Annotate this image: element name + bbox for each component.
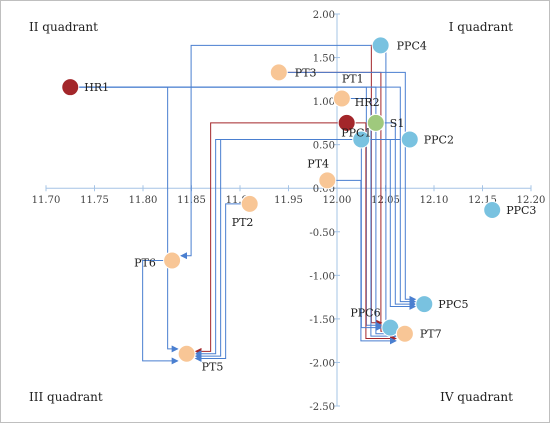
arrow-ppc2-to-ppc5 [389,138,417,310]
x-tick-label: 11.95 [274,195,303,206]
arrow-ppc4-to-pt7 [380,44,397,333]
point-label-ppc6: PPC6 [350,307,380,320]
y-tick-label: -2.50 [309,402,335,413]
axes-layer: 11.70 11.75 11.80 11.85 11.90 11.95 12.00 12.05… [32,10,546,413]
point-ppc3 [483,201,502,219]
quadrant-label-II: II quadrant [29,20,98,34]
point-ppc4 [371,36,390,55]
point-ppc2 [400,130,419,149]
arrow-hr2-to-pt5 [194,122,347,355]
point-ppc5 [415,295,434,314]
point-label-ppc2: PPC2 [424,133,454,146]
quadrant-label-IV: IV quadrant [440,390,513,404]
point-label-ppc5: PPC5 [438,298,468,311]
arrow-ppc2-to-pt5 [194,138,410,360]
point-label-pt5: PT5 [202,361,224,374]
point-label-s1: S1 [390,117,405,130]
x-tick-label: 11.70 [32,195,61,206]
arrow-hr1-to-ppc5 [70,86,417,306]
x-tick-label: 12.10 [420,195,449,206]
point-pt1 [332,89,351,108]
point-s1 [366,113,385,132]
arrow-pt6-to-pt5 [142,260,179,365]
point-label-pt7: PT7 [420,328,442,341]
arrow-ppc4-to-pt6 [180,44,381,260]
labels-layer: PPC4 PT3 HR1 PT1 HR2 S1 PPC1 PPC2 PT4 PT2 PPC3 PT6 P… [84,39,536,373]
points-layer [61,36,502,363]
y-tick-label: 1.00 [313,97,335,108]
point-label-pt1: PT1 [342,72,364,85]
point-pt3 [269,63,288,82]
x-tick-label: 11.75 [80,195,109,206]
y-tick-label: -0.50 [309,228,335,239]
point-label-ppc4: PPC4 [397,39,427,52]
x-tick-label: 12.00 [323,195,352,206]
arrow-pt4-to-pt7 [327,179,397,345]
y-tick-label: 1.50 [313,54,335,65]
y-tick-label: 2.00 [313,10,335,21]
point-label-hr2: HR2 [355,96,380,109]
point-label-pt4: PT4 [307,157,329,170]
point-pt4 [318,171,337,190]
quadrant-label-III: III quadrant [29,390,103,404]
point-label-ppc3: PPC3 [506,204,536,217]
arrow-hr2-to-pt7 [346,122,397,342]
arrow-pt2-to-pt5 [194,203,250,363]
point-hr1 [61,78,80,97]
point-label-hr1: HR1 [84,81,109,94]
x-tick-label: 12.15 [468,195,497,206]
y-tick-label: 0.50 [313,141,335,152]
x-tick-label: 11.90 [226,195,255,206]
point-label-ppc1: PPC1 [341,126,371,139]
point-ppc1 [352,130,371,149]
point-pt2 [240,194,259,213]
arrow-hr1-to-pt5 [70,86,179,353]
y-tick-label: -1.00 [309,271,335,282]
arrow-s1-to-ppc5 [375,122,417,308]
arrow-pt1-to-pt7 [341,97,397,340]
point-label-pt2: PT2 [232,216,254,229]
point-hr2 [337,113,356,132]
x-tick-label: 12.20 [517,195,546,206]
x-tick-label: 11.80 [129,195,158,206]
quadrant-label-I: I quadrant [449,20,513,34]
y-tick-label: -1.50 [309,315,335,326]
point-label-pt3: PT3 [295,66,317,79]
point-label-pt6: PT6 [134,257,156,270]
y-tick-label: 0.00 [313,184,335,195]
point-pt6 [163,251,182,270]
point-pt7 [395,324,414,343]
point-pt5 [177,344,196,363]
y-tick-label: -2.00 [309,358,335,369]
